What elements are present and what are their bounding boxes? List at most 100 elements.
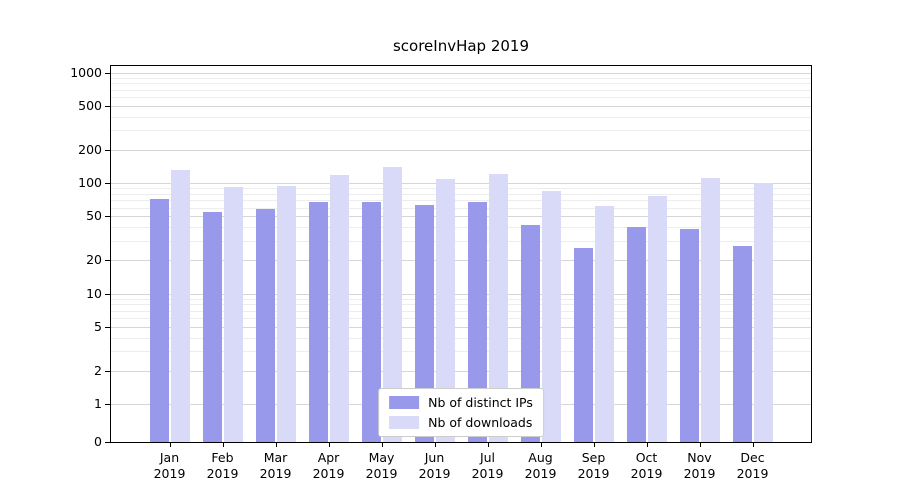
y-tick-label: 200 — [78, 141, 102, 157]
legend-item-downloads: Nb of downloads — [389, 415, 533, 430]
bar-downloads — [329, 175, 349, 442]
y-tick-mark — [105, 293, 110, 295]
legend-swatch-distinct-ips — [389, 396, 420, 409]
y-tick-label: 100 — [78, 175, 102, 190]
x-tick-label: Nov 2019 — [683, 450, 716, 481]
bar-distinct-ips — [467, 202, 487, 442]
x-tick-mark — [646, 443, 648, 447]
y-tick-mark — [105, 370, 110, 372]
legend-label-distinct-ips: Nb of distinct IPs — [428, 395, 533, 410]
y-tick-label: 500 — [78, 97, 102, 113]
bar-distinct-ips — [308, 202, 328, 442]
gridline-minor — [111, 116, 811, 118]
bar-distinct-ips — [361, 202, 381, 442]
gridline-major — [111, 149, 811, 151]
gridline-major — [111, 216, 811, 218]
legend-label-downloads: Nb of downloads — [428, 415, 533, 430]
x-tick-label: May 2019 — [365, 450, 398, 481]
y-tick-label: 2 — [94, 362, 102, 378]
gridline-major — [111, 293, 811, 295]
gridline-minor — [111, 97, 811, 98]
x-tick-label: Sep 2019 — [577, 450, 610, 481]
y-tick-label: 20 — [86, 252, 102, 268]
x-tick-mark — [275, 443, 277, 447]
legend: Nb of distinct IPs Nb of downloads — [378, 388, 544, 437]
x-tick-mark — [593, 443, 595, 447]
bar-downloads — [700, 177, 720, 442]
x-tick-mark — [328, 443, 330, 447]
bar-distinct-ips — [414, 205, 434, 442]
gridline-minor — [111, 200, 811, 202]
gridline-major — [111, 370, 811, 372]
bar-distinct-ips — [679, 229, 699, 442]
gridline-minor — [111, 310, 811, 312]
x-tick-label: Aug 2019 — [524, 450, 557, 481]
bar-distinct-ips — [573, 247, 593, 442]
y-tick-label: 5 — [94, 318, 102, 334]
gridline-minor — [111, 227, 811, 228]
x-tick-label: Jun 2019 — [418, 450, 451, 481]
bar-downloads — [435, 179, 455, 442]
gridline-major — [111, 260, 811, 262]
x-tick-mark — [169, 443, 171, 447]
bar-distinct-ips — [732, 245, 752, 442]
gridline-minor — [111, 130, 811, 132]
y-tick-mark — [105, 72, 110, 74]
gridline-minor — [111, 188, 811, 190]
chart-title: scoreInvHap 2019 — [392, 37, 530, 55]
x-tick-mark — [434, 443, 436, 447]
x-tick-label: Jan 2019 — [153, 450, 186, 481]
y-tick-mark — [105, 326, 110, 328]
gridline-minor — [111, 77, 811, 79]
y-tick-mark — [105, 149, 110, 151]
gridline-minor — [111, 351, 811, 353]
plot-area: Nb of distinct IPs Nb of downloads — [110, 65, 812, 443]
y-tick-mark — [105, 404, 110, 405]
y-tick-label: 1 — [94, 396, 102, 411]
bar-downloads — [753, 183, 773, 442]
bar-distinct-ips — [202, 211, 222, 442]
bar-downloads — [170, 170, 190, 442]
bar-downloads — [223, 186, 243, 442]
gridline-minor — [111, 207, 811, 209]
bar-downloads — [647, 196, 667, 442]
bar-distinct-ips — [149, 198, 169, 442]
gridline-minor — [111, 318, 811, 319]
bar-downloads — [488, 174, 508, 442]
gridline-minor — [111, 240, 811, 242]
gridline-major — [111, 326, 811, 328]
y-tick-mark — [105, 183, 110, 184]
x-tick-mark — [222, 443, 224, 447]
y-tick-mark — [105, 442, 110, 443]
gridline-major — [111, 72, 811, 74]
gridline-minor — [111, 298, 811, 300]
bar-distinct-ips — [255, 209, 275, 442]
bar-downloads — [276, 185, 296, 442]
gridline-major — [111, 183, 811, 184]
bar-downloads — [594, 205, 614, 442]
y-tick-label: 0 — [94, 434, 102, 449]
y-tick-label: 1000 — [70, 64, 102, 80]
bar-downloads — [541, 190, 561, 442]
y-tick-mark — [105, 260, 110, 262]
y-tick-mark — [105, 105, 110, 107]
x-tick-label: Jul 2019 — [471, 450, 504, 481]
x-tick-mark — [487, 443, 489, 447]
bar-downloads — [382, 166, 402, 442]
gridline-minor — [111, 304, 811, 306]
gridline-major — [111, 105, 811, 107]
x-tick-label: Dec 2019 — [736, 450, 769, 481]
x-tick-label: Mar 2019 — [259, 450, 292, 481]
bar-distinct-ips — [520, 224, 540, 442]
bar-distinct-ips — [626, 227, 646, 442]
legend-item-distinct-ips: Nb of distinct IPs — [389, 395, 533, 410]
x-tick-mark — [752, 443, 754, 447]
gridline-minor — [111, 83, 811, 85]
x-tick-label: Apr 2019 — [312, 450, 345, 481]
x-tick-label: Feb 2019 — [206, 450, 239, 481]
gridline-minor — [111, 337, 811, 339]
x-tick-mark — [540, 443, 542, 447]
y-tick-label: 50 — [86, 208, 102, 224]
y-tick-mark — [105, 216, 110, 218]
